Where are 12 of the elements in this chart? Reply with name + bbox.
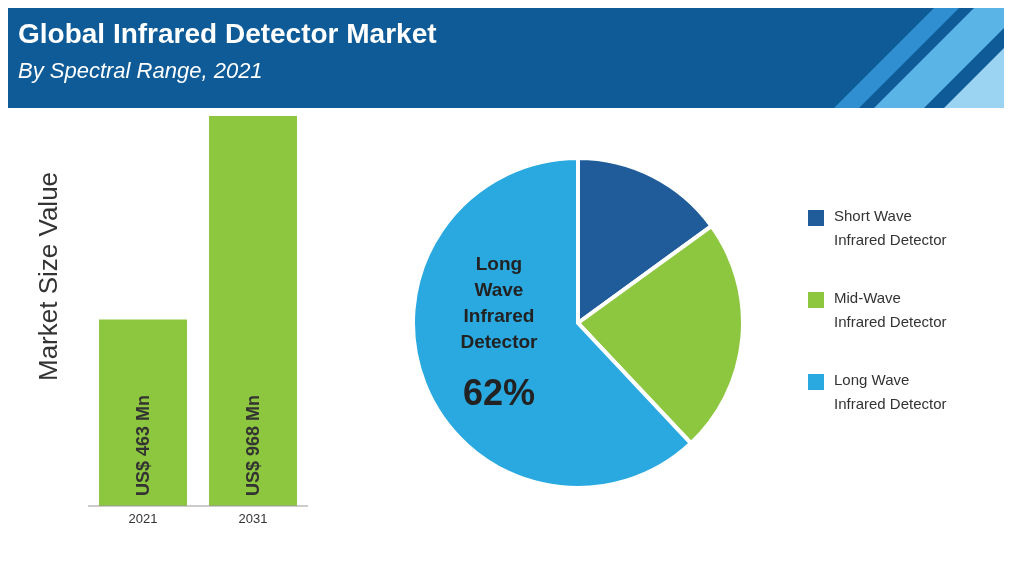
legend-label: Long Wave Infrared Detector [834, 370, 948, 414]
x-tick-label: 2021 [128, 511, 158, 527]
chart-subtitle: By Spectral Range, 2021 [18, 58, 263, 84]
data-label: US$ 463 Mn [133, 394, 154, 496]
x-tick-label: 2031 [238, 511, 268, 527]
chart-title: Global Infrared Detector Market [18, 18, 437, 50]
data-label: US$ 968 Mn [243, 394, 264, 496]
legend-label: Short Wave Infrared Detector [834, 206, 948, 250]
data-label: 62% [462, 372, 535, 414]
legend-label: Mid-Wave Infrared Detector [834, 288, 948, 332]
y-axis-title: Market Size Value [33, 171, 64, 381]
slice-label: Long Wave Infrared Detector [460, 253, 539, 353]
